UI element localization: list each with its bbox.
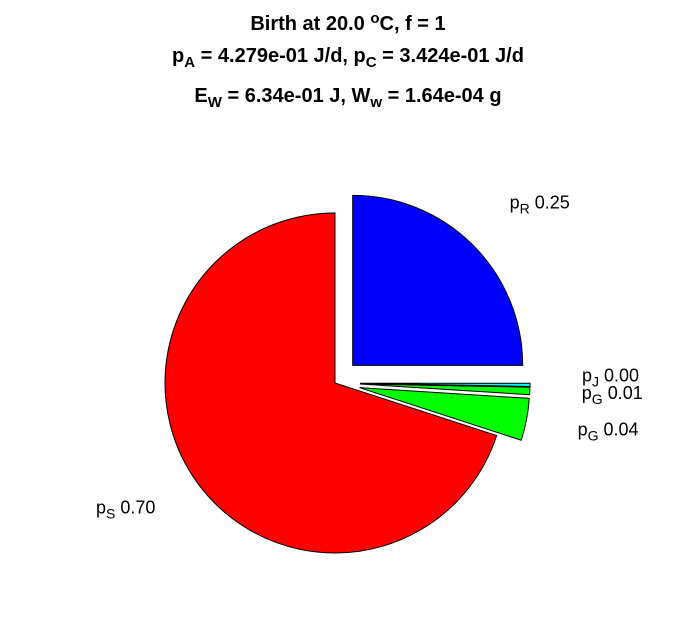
slice-label-p-r: pR 0.25 — [510, 192, 570, 216]
pie-slices — [164, 194, 531, 554]
slice-label-p-s: pS 0.70 — [96, 497, 155, 521]
chart-title-line-1: Birth at 20.0 oC, f = 1 — [250, 10, 445, 35]
chart-title-fragment: o — [370, 10, 379, 27]
chart-title-fragment: = 6.34e-01 J, W — [222, 85, 371, 107]
chart-title-fragment: = 1.64e-04 g — [382, 85, 502, 107]
chart-title-fragment: Birth at 20.0 — [250, 13, 370, 35]
chart-title-fragment: C, f = 1 — [380, 13, 446, 35]
chart-title-line-2: pA = 4.279e-01 J/d, pC = 3.424e-01 J/d — [172, 45, 524, 71]
chart-title-fragment: A — [184, 54, 195, 71]
chart-title-fragment: W — [208, 94, 223, 111]
slice-label-p-j: pJ 0.00 — [582, 365, 639, 389]
pie-slice-p-j — [359, 382, 531, 387]
chart-title: Birth at 20.0 oC, f = 1 pA = 4.279e-01 J/… — [172, 10, 524, 111]
pie-slice-p-g-small — [359, 383, 531, 396]
pie-slice-p-g — [359, 387, 530, 441]
chart-title-fragment: p — [172, 45, 184, 67]
pie-slice-p-r — [352, 194, 524, 366]
chart-title-line-3: EW = 6.34e-01 J, Ww = 1.64e-04 g — [194, 85, 501, 111]
slice-label-p-g-small: pG 0.01 — [582, 383, 643, 407]
chart-title-fragment: = 4.279e-01 J/d, p — [195, 45, 366, 67]
chart-title-fragment: C — [366, 54, 377, 71]
chart-title-fragment: E — [194, 85, 207, 107]
chart-title-fragment: w — [369, 94, 382, 111]
slice-label-p-g: pG 0.04 — [578, 419, 639, 443]
chart-title-fragment: = 3.424e-01 J/d — [377, 45, 524, 67]
pie-slice-p-s — [164, 212, 498, 554]
